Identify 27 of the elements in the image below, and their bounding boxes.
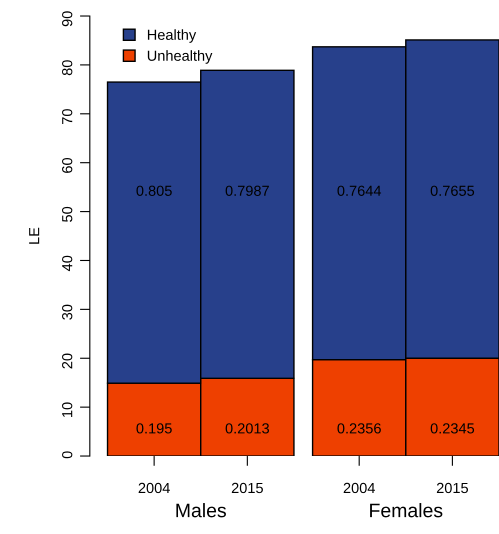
annotation: 0.805: [136, 186, 172, 196]
y-tick-label: 10: [62, 402, 72, 417]
y-tick-label: 70: [62, 109, 72, 124]
annotation: 0.7644: [337, 186, 382, 196]
y-tick-label: 50: [62, 206, 72, 222]
y-tick-label: 40: [62, 256, 72, 272]
text: Females: [370, 503, 442, 518]
y-tick-label: 20: [62, 354, 72, 368]
y-axis-title: LE: [29, 228, 40, 244]
annotation: 0.2345: [430, 423, 474, 434]
y-tick-label: 30: [62, 304, 72, 320]
y-tick-label: 80: [62, 60, 72, 76]
y-tick-label: 90: [62, 11, 72, 26]
x-tick-label: 2004: [344, 482, 375, 494]
annotation: 0.7655: [430, 186, 474, 196]
x-tick-label: 2015: [232, 482, 263, 494]
annotation: 0.195: [136, 423, 172, 434]
legend-label: Healthy: [148, 29, 196, 43]
annotation: 0.2013: [226, 423, 270, 434]
legend-label: Unhealthy: [148, 50, 212, 64]
annotation: 0.7987: [226, 186, 269, 196]
x-tick-label: 2015: [436, 482, 468, 494]
y-tick-label: 60: [62, 158, 72, 173]
y-tick-label: 0: [62, 451, 72, 458]
text: Males: [176, 503, 226, 518]
annotation: 0.2356: [337, 423, 381, 434]
x-tick-label: 2004: [138, 482, 170, 494]
